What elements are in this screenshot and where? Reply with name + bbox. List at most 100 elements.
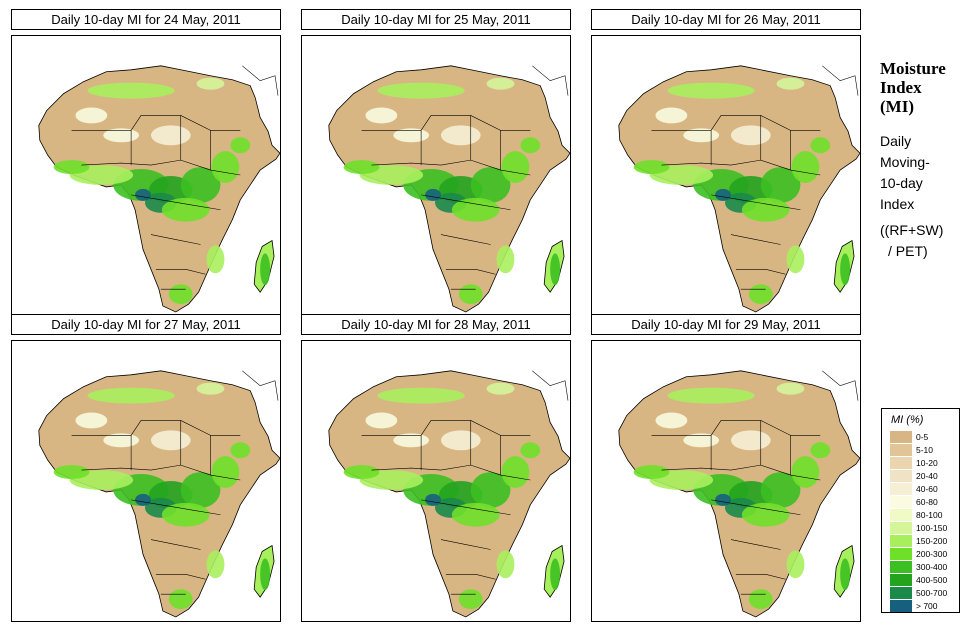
- legend-label: 0-5: [916, 432, 929, 442]
- map-panel: Daily 10-day MI for 27 May, 2011: [11, 314, 281, 622]
- moisture-patch: [776, 382, 805, 395]
- country-border: [420, 420, 501, 476]
- moisture-patch: [161, 502, 210, 527]
- legend-row: 40-60: [890, 483, 958, 495]
- moisture-patch: [393, 433, 430, 448]
- moisture-patch: [103, 128, 140, 143]
- moisture-patch: [180, 167, 221, 203]
- legend-swatch: [890, 548, 912, 560]
- moisture-patch: [260, 558, 271, 591]
- legend-label: 500-700: [916, 588, 948, 598]
- moisture-patch: [633, 160, 670, 175]
- moisture-patch: [440, 430, 481, 451]
- moisture-patch: [496, 245, 515, 274]
- moisture-patch: [633, 465, 670, 480]
- moisture-patch: [103, 433, 140, 448]
- moisture-patch: [150, 125, 191, 146]
- panel-title: Daily 10-day MI for 26 May, 2011: [591, 9, 861, 30]
- moisture-patch: [715, 188, 731, 201]
- moisture-patch: [260, 253, 271, 286]
- legend-swatch: [890, 496, 912, 508]
- map-panel: Daily 10-day MI for 26 May, 2011: [591, 9, 861, 317]
- moisture-patch: [53, 465, 90, 480]
- legend-label: 400-500: [916, 575, 948, 585]
- moisture-patch: [87, 82, 175, 99]
- legend-swatch: [890, 444, 912, 456]
- moisture-patch: [550, 253, 561, 286]
- country-border: [440, 539, 491, 550]
- moisture-patch: [715, 493, 731, 506]
- moisture-patch: [741, 502, 790, 527]
- legend-swatch: [890, 587, 912, 599]
- legend-label: 80-100: [916, 510, 943, 520]
- moisture-patch: [748, 284, 773, 305]
- moisture-patch: [741, 197, 790, 222]
- legend-swatch: [890, 600, 912, 612]
- moisture-patch: [230, 442, 251, 459]
- moisture-patch: [451, 502, 500, 527]
- moisture-patch: [377, 82, 465, 99]
- country-border: [421, 499, 511, 516]
- desc-line-2: Moving-: [880, 154, 930, 170]
- africa-map: [11, 35, 281, 317]
- moisture-patch: [168, 284, 193, 305]
- index-title: Moisture Index (MI): [880, 59, 970, 116]
- moisture-patch: [496, 550, 515, 579]
- moisture-patch: [365, 107, 398, 124]
- africa-map: [301, 35, 571, 317]
- map-panel: Daily 10-day MI for 25 May, 2011: [301, 9, 571, 317]
- moisture-patch: [791, 151, 820, 183]
- moisture-patch: [840, 558, 851, 591]
- moisture-patch: [786, 245, 805, 274]
- moisture-patch: [470, 472, 511, 508]
- country-border: [71, 115, 241, 131]
- moisture-patch: [760, 472, 801, 508]
- moisture-patch: [810, 137, 831, 154]
- moisture-patch: [667, 82, 755, 99]
- country-border: [710, 115, 791, 171]
- moisture-patch: [135, 188, 151, 201]
- moisture-patch: [730, 125, 771, 146]
- moisture-patch: [206, 245, 225, 274]
- legend-swatch: [890, 561, 912, 573]
- moisture-patch: [748, 589, 773, 610]
- moisture-patch: [760, 167, 801, 203]
- country-border: [155, 269, 206, 275]
- country-border: [130, 115, 211, 171]
- legend-swatch: [890, 535, 912, 547]
- country-border: [361, 420, 531, 436]
- moisture-patch: [161, 197, 210, 222]
- moisture-patch: [150, 430, 191, 451]
- country-border: [150, 234, 201, 245]
- country-border: [71, 420, 241, 436]
- middle-east-outline: [242, 65, 279, 96]
- moisture-patch: [206, 550, 225, 579]
- moisture-patch: [75, 107, 108, 124]
- country-border: [711, 499, 801, 516]
- index-description: Daily Moving- 10-day Index: [880, 131, 970, 215]
- moisture-patch: [486, 77, 515, 90]
- moisture-patch: [343, 160, 380, 175]
- panel-title: Daily 10-day MI for 29 May, 2011: [591, 314, 861, 335]
- country-border: [420, 115, 501, 171]
- legend-label: 10-20: [916, 458, 938, 468]
- moisture-patch: [365, 412, 398, 429]
- moisture-patch: [168, 589, 193, 610]
- index-formula: ((RF+SW) / PET): [880, 220, 970, 262]
- legend-row: > 700: [890, 600, 958, 612]
- map-panel: Daily 10-day MI for 28 May, 2011: [301, 314, 571, 622]
- panel-title: Daily 10-day MI for 28 May, 2011: [301, 314, 571, 335]
- legend-label: 40-60: [916, 484, 938, 494]
- country-border: [651, 420, 821, 436]
- title-line-3: (MI): [880, 97, 914, 116]
- moisture-patch: [791, 456, 820, 488]
- legend-swatch: [890, 431, 912, 443]
- moisture-patch: [211, 456, 240, 488]
- legend-label: > 700: [916, 601, 938, 611]
- legend-title: MI (%): [891, 414, 924, 426]
- moisture-patch: [667, 387, 755, 404]
- legend-label: 100-150: [916, 523, 948, 533]
- country-border: [445, 574, 496, 580]
- moisture-patch: [840, 253, 851, 286]
- moisture-patch: [810, 442, 831, 459]
